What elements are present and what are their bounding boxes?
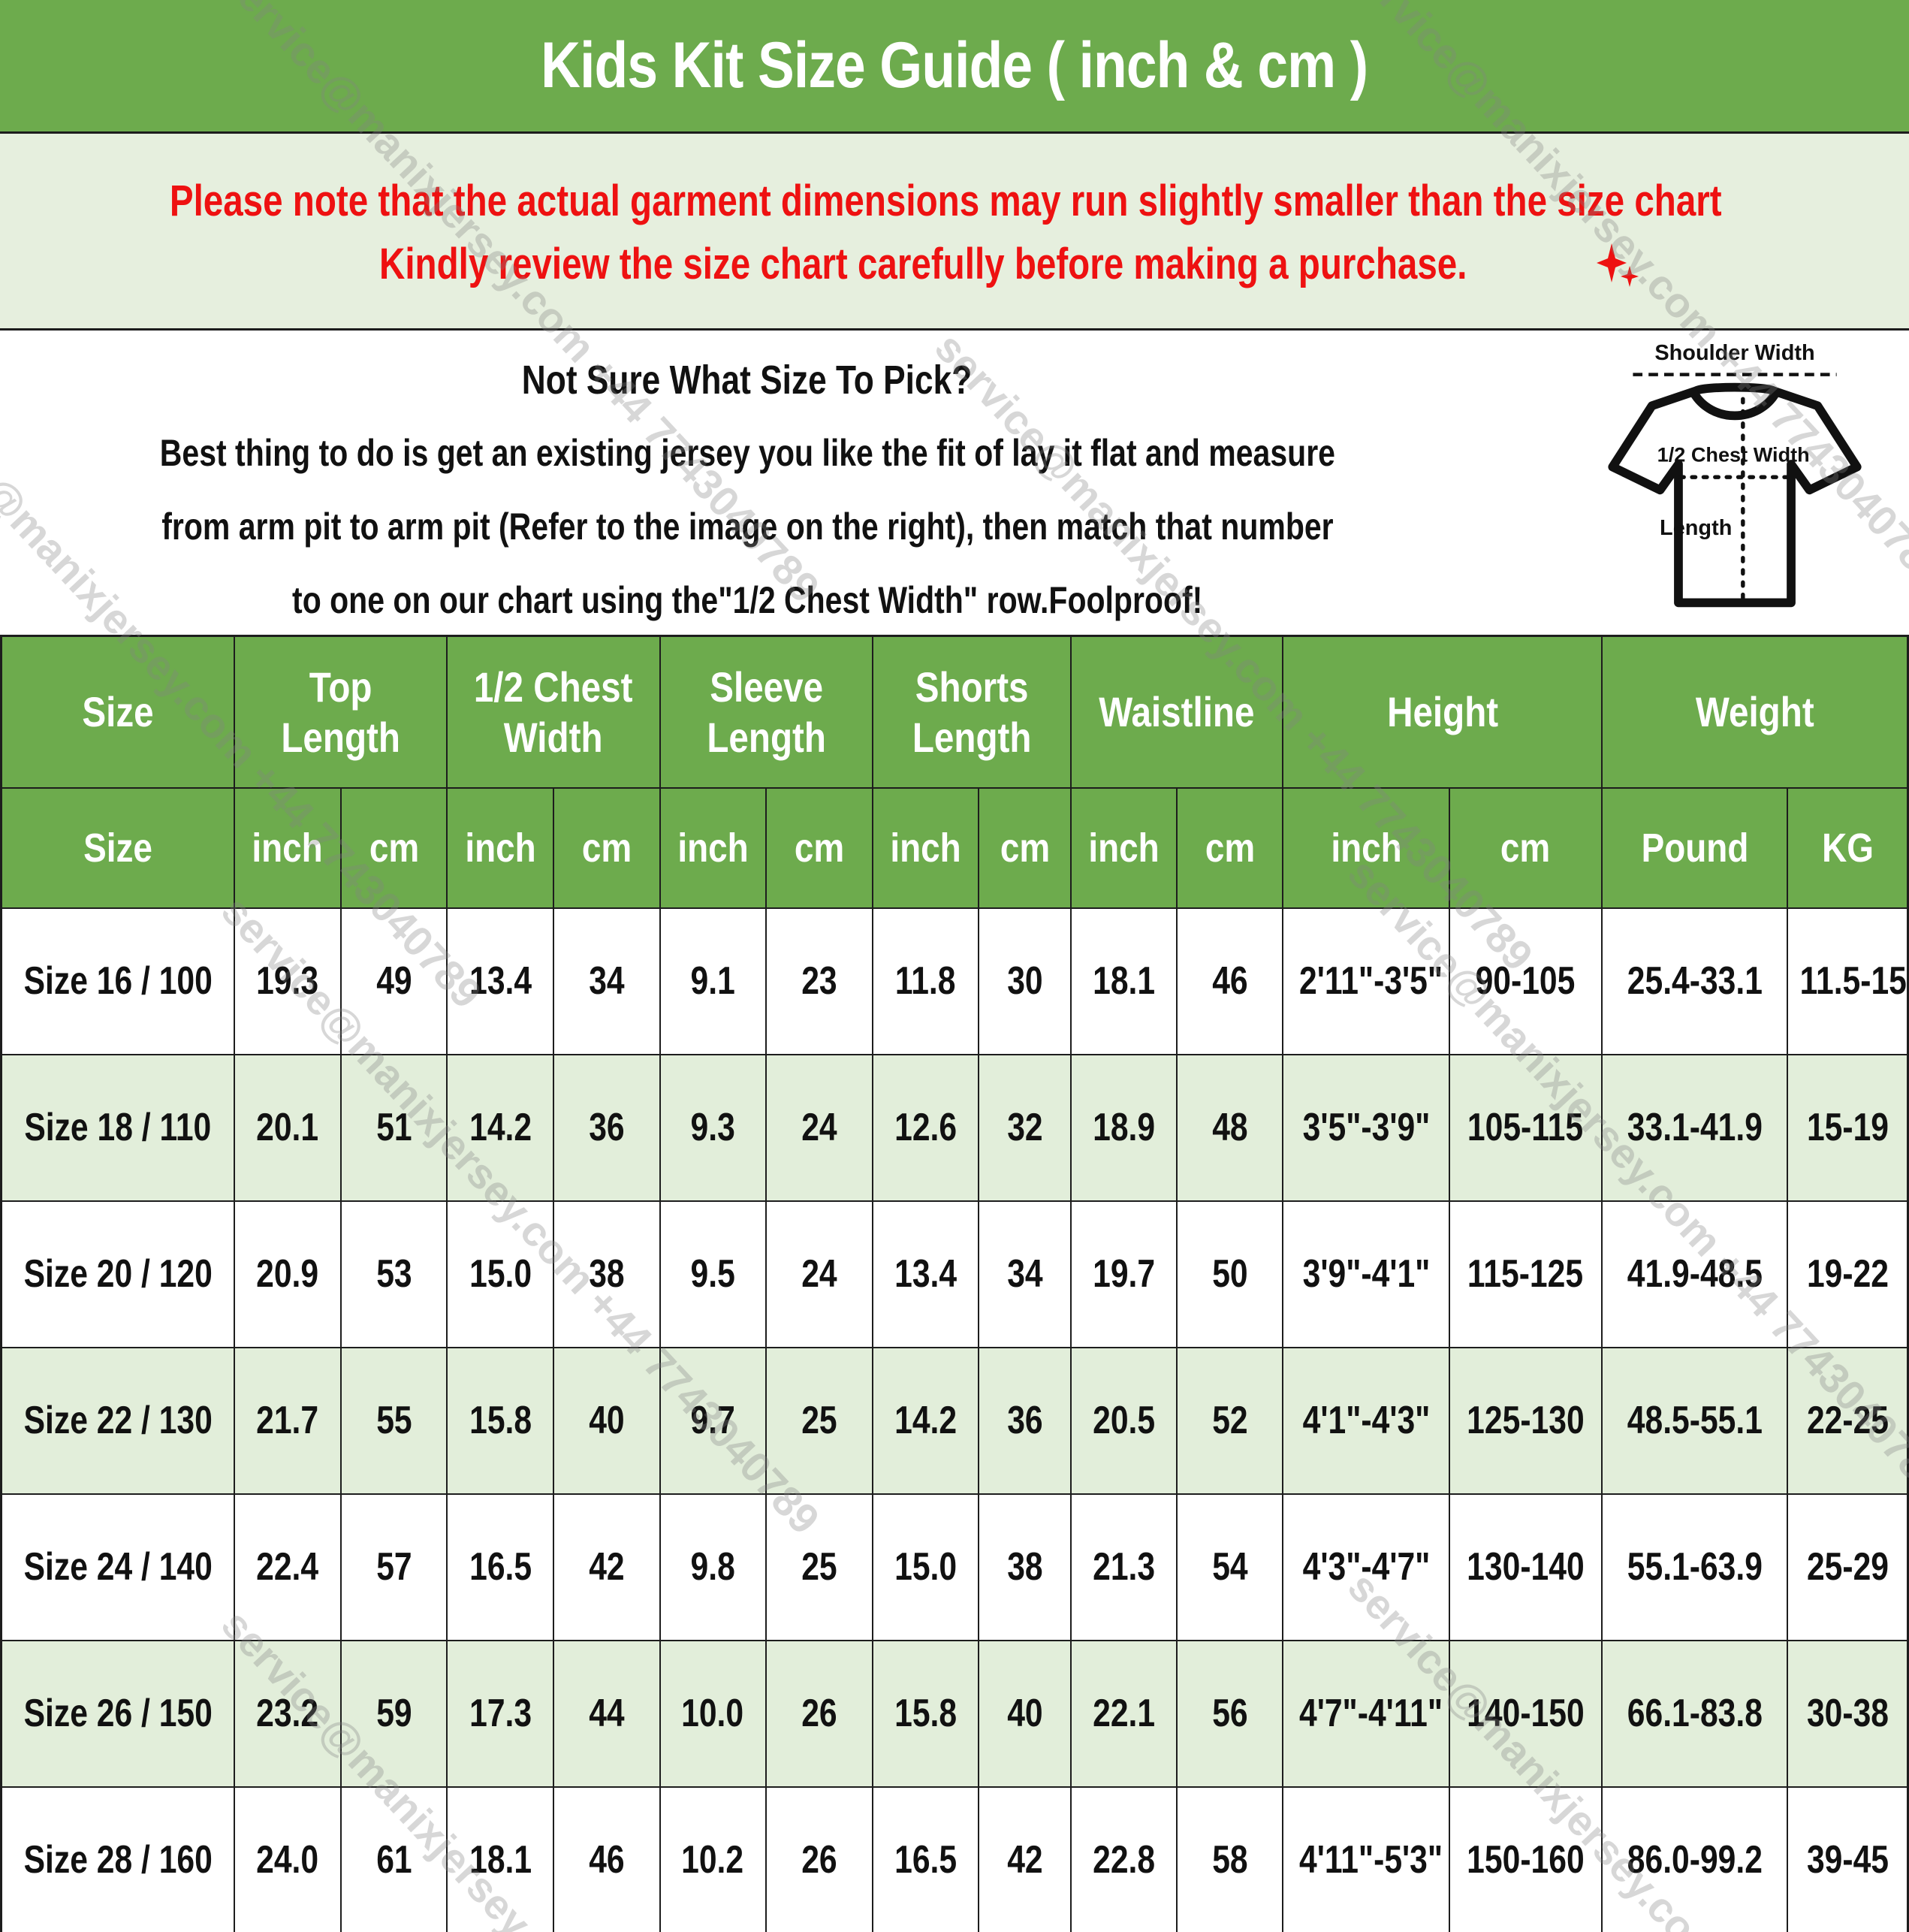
ruler-icon xyxy=(1899,173,1909,228)
unit-header: Pound xyxy=(1600,786,1789,909)
sizing-help-heading: Not Sure What Size To Pick? xyxy=(522,358,973,403)
size-chart-table: Size Top Length 1/2 Chest Width Sleeve L… xyxy=(0,635,1909,1932)
sizing-help-line-2: from arm pit to arm pit (Refer to the im… xyxy=(161,506,1334,548)
title-bar: Kids Kit Size Guide ( inch & cm ) xyxy=(0,0,1909,134)
column-group-height: Height xyxy=(1282,635,1603,789)
column-group-size: Size xyxy=(0,635,235,789)
table-unit-header-row: Size inch cm inch cm inch cm inch cm inc… xyxy=(0,786,1909,909)
column-group-sleeve-length: Sleeve Length xyxy=(659,635,873,789)
length-label: Length xyxy=(1660,516,1732,540)
shoulder-width-label: Shoulder Width xyxy=(1654,341,1814,365)
table-row: Size 26 / 150 23.2 59 17.3 44 10.0 26 15… xyxy=(0,1639,1909,1788)
table-row: Size 28 / 160 24.0 61 18.1 46 10.2 26 16… xyxy=(0,1786,1909,1932)
unit-header: inch xyxy=(659,786,767,909)
table-row: Size 20 / 120 20.9 53 15.0 38 9.5 24 13.… xyxy=(0,1200,1909,1348)
column-group-shorts-length: Shorts Length xyxy=(871,635,1072,789)
unit-header: inch xyxy=(1282,786,1450,909)
half-chest-width-label: 1/2 Chest Width xyxy=(1657,442,1810,466)
size-label-cell: Size 24 / 140 xyxy=(0,1493,235,1641)
unit-header: inch xyxy=(1070,786,1178,909)
unit-header: inch xyxy=(871,786,979,909)
sparkles-icon xyxy=(1597,243,1639,287)
sizing-help-line-3: to one on our chart using the"1/2 Chest … xyxy=(291,579,1203,621)
unit-header: cm xyxy=(553,786,661,909)
table-row: Size 18 / 110 20.1 51 14.2 36 9.3 24 12.… xyxy=(0,1053,1909,1202)
column-group-top-length: Top Length xyxy=(233,635,448,789)
unit-header: KG xyxy=(1787,786,1909,909)
sizing-help-text: Not Sure What Size To Pick? Best thing t… xyxy=(0,344,1494,637)
size-label-cell: Size 22 / 130 xyxy=(0,1346,235,1495)
size-label-cell: Size 18 / 110 xyxy=(0,1053,235,1202)
sizing-help-line-1: Best thing to do is get an existing jers… xyxy=(159,432,1335,474)
unit-header: cm xyxy=(1176,786,1284,909)
table-row: Size 24 / 140 22.4 57 16.5 42 9.8 25 15.… xyxy=(0,1493,1909,1641)
size-label-cell: Size 16 / 100 xyxy=(0,907,235,1055)
table-group-header-row: Size Top Length 1/2 Chest Width Sleeve L… xyxy=(0,635,1909,789)
unit-header: cm xyxy=(765,786,873,909)
notice-text-1: Please note that the actual garment dime… xyxy=(169,176,1722,225)
tshirt-collar xyxy=(1688,388,1781,421)
unit-header: Size xyxy=(0,786,235,909)
tshirt-measurement-diagram: Shoulder Width 1/2 Chest Width Length xyxy=(1608,341,1862,608)
notice-text-2: Kindly review the size chart carefully b… xyxy=(378,240,1467,288)
unit-header: inch xyxy=(233,786,342,909)
column-group-weight: Weight xyxy=(1600,635,1909,789)
table-row: Size 22 / 130 21.7 55 15.8 40 9.7 25 14.… xyxy=(0,1346,1909,1495)
size-label-cell: Size 20 / 120 xyxy=(0,1200,235,1348)
page-title: Kids Kit Size Guide ( inch & cm ) xyxy=(541,29,1368,101)
sizing-help-section: Not Sure What Size To Pick? Best thing t… xyxy=(0,331,1909,635)
column-group-half-chest-width: 1/2 Chest Width xyxy=(446,635,661,789)
unit-header: inch xyxy=(446,786,555,909)
column-group-waistline: Waistline xyxy=(1070,635,1284,789)
notice-line-2: Kindly review the size chart carefully b… xyxy=(260,239,1649,289)
table-row: Size 16 / 100 19.3 49 13.4 34 9.1 23 11.… xyxy=(0,907,1909,1055)
size-label-cell: Size 26 / 150 xyxy=(0,1639,235,1788)
unit-header: cm xyxy=(340,786,448,909)
notice-line-1: Please note that the actual garment dime… xyxy=(0,173,1909,228)
unit-header: cm xyxy=(977,786,1072,909)
size-label-cell: Size 28 / 160 xyxy=(0,1786,235,1932)
notice-band: Please note that the actual garment dime… xyxy=(0,134,1909,331)
unit-header: cm xyxy=(1448,786,1603,909)
